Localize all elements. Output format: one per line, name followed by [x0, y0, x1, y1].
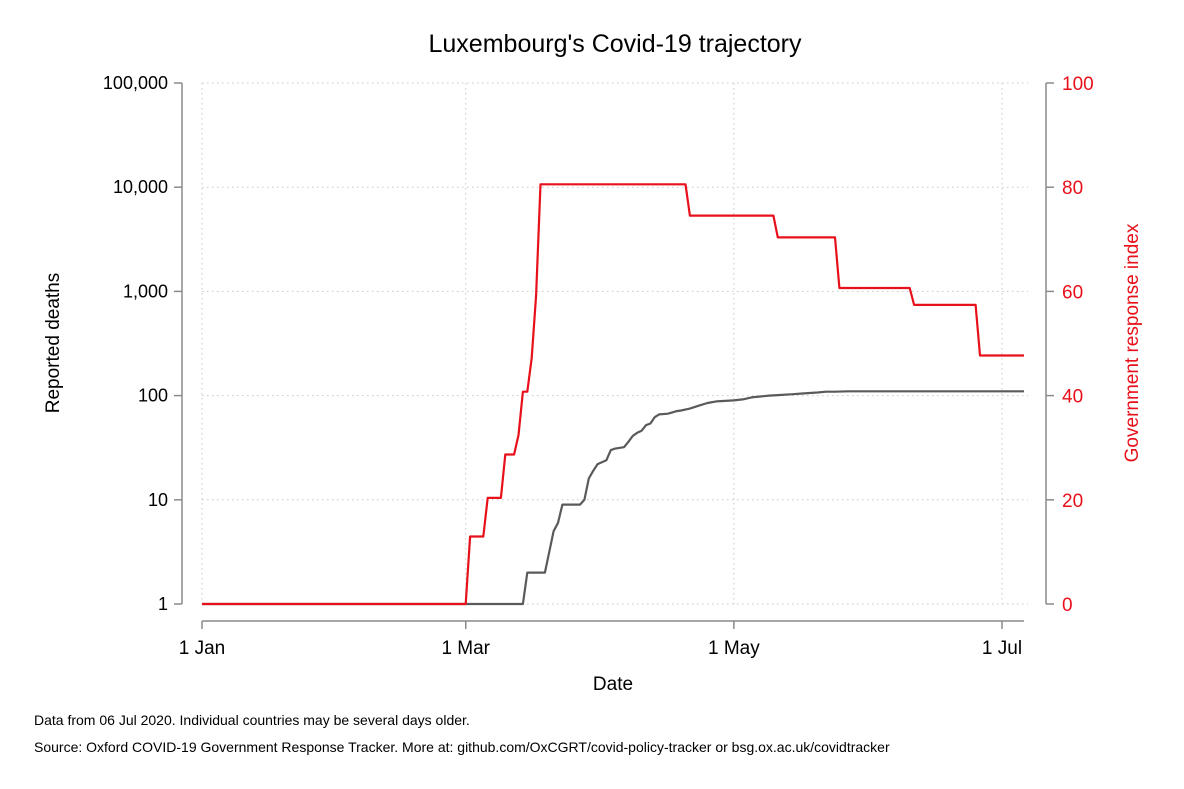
axes [174, 82, 1054, 629]
y-tick-label-left: 100 [138, 386, 168, 406]
y-tick-label-right: 20 [1062, 491, 1083, 512]
series-government-response-index-line [202, 183, 1024, 606]
y-tick-label-right: 40 [1062, 387, 1083, 408]
x-tick-label: 1 Mar [441, 638, 490, 659]
y-tick-label-left: 100,000 [103, 73, 168, 93]
footnote-data-date: Data from 06 Jul 2020. Individual countr… [34, 712, 470, 728]
y-tick-label-left: 1 [158, 594, 168, 614]
x-axis-label: Date [593, 674, 633, 695]
y-tick-label-right: 60 [1062, 282, 1083, 303]
x-tick-label: 1 May [708, 638, 760, 659]
y-tick-label-left: 10,000 [113, 177, 168, 197]
x-tick-label: 1 Jul [982, 638, 1022, 659]
y-tick-label-right: 100 [1062, 74, 1094, 95]
chart-title: Luxembourg's Covid-19 trajectory [428, 30, 802, 58]
y-tick-label-right: 0 [1062, 595, 1073, 616]
gridlines [201, 82, 1028, 605]
tick-labels: 1 10 100 1,000 10,000 100,000 0 20 40 60 80 100 1 Ja… [103, 73, 1094, 659]
y-tick-label-left: 10 [148, 490, 168, 510]
y-axis-label-left: Reported deaths [43, 273, 64, 414]
y-axis-label-right: Government response index [1122, 223, 1143, 462]
series-reported-deaths-line [202, 390, 1024, 606]
series-lines [202, 183, 1024, 606]
y-tick-label-left: 1,000 [123, 281, 168, 301]
footnote-source: Source: Oxford COVID-19 Government Respo… [34, 739, 890, 755]
x-tick-label: 1 Jan [179, 638, 225, 659]
y-tick-label-right: 80 [1062, 178, 1083, 199]
